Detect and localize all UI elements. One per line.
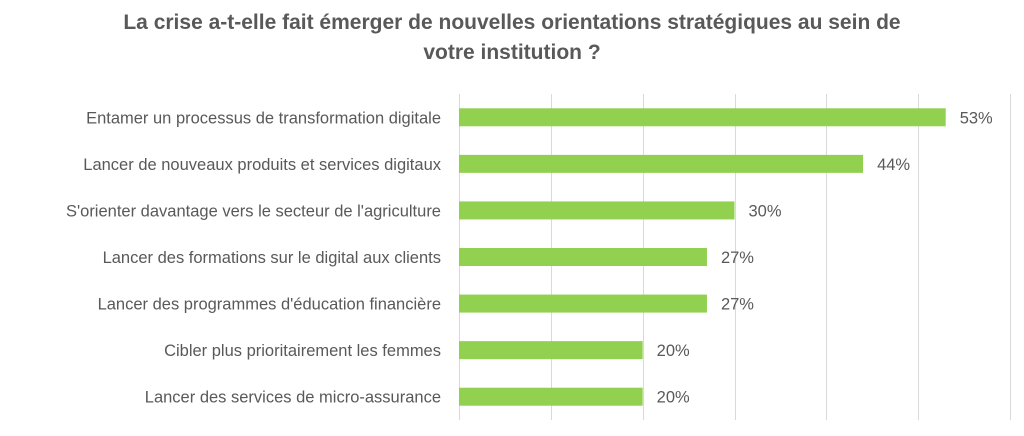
data-label: 53% [960,109,993,127]
bar [459,154,864,173]
category-label: Cibler plus prioritairement les femmes [164,342,441,360]
data-label: 20% [657,389,690,407]
chart-title-line-1: La crise a-t-elle fait émerger de nouvel… [123,11,901,34]
category-label: S'orienter davantage vers le secteur de … [66,202,441,220]
chart-title-line-2: votre institution ? [423,41,601,64]
bar [459,108,946,127]
data-label: 27% [721,296,754,314]
data-label: 30% [749,202,782,220]
category-label: Lancer de nouveaux produits et services … [83,156,441,174]
data-label: 44% [877,156,910,174]
bar [459,387,643,406]
data-label: 27% [721,249,754,267]
data-label: 20% [657,342,690,360]
category-label: Entamer un processus de transformation d… [86,109,441,127]
category-label: Lancer des programmes d'éducation financ… [98,296,441,314]
bar [459,294,707,313]
bar [459,341,643,360]
category-label: Lancer des services de micro-assurance [145,389,441,407]
category-label: Lancer des formations sur le digital aux… [103,249,441,267]
bar [459,201,735,220]
bar [459,248,707,266]
